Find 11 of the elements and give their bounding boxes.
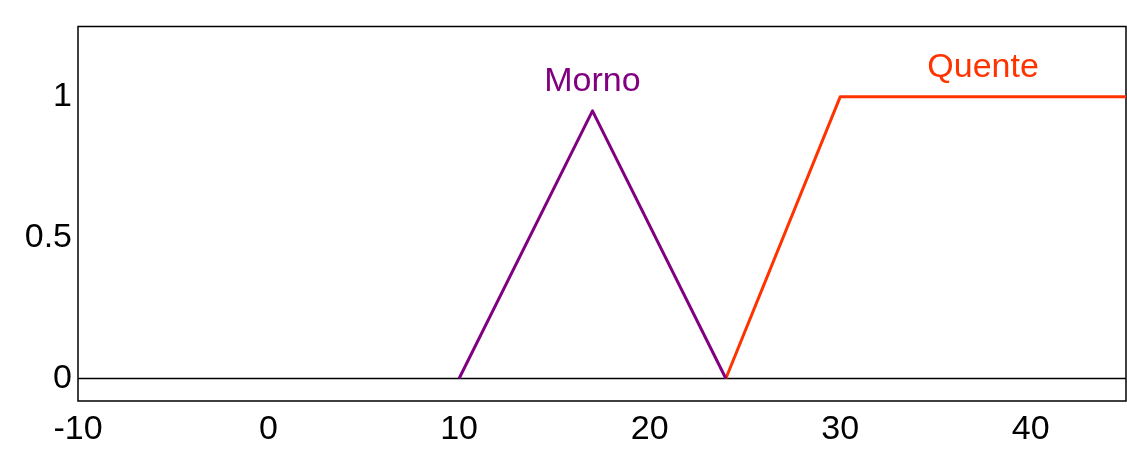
x-tick-label: 30	[821, 407, 860, 446]
x-tick-label: 20	[630, 407, 669, 446]
series-label: Quente	[927, 46, 1039, 85]
y-tick-label: 0.5	[24, 216, 72, 255]
x-tick-label: 0	[259, 407, 279, 446]
x-tick-label: 10	[440, 407, 478, 446]
y-tick-label: 1	[53, 75, 72, 114]
x-tick-label: 40	[1011, 407, 1050, 446]
series-label: Morno	[544, 60, 641, 99]
x-tick-label: -10	[53, 407, 103, 446]
y-tick-label: 0	[53, 356, 72, 395]
